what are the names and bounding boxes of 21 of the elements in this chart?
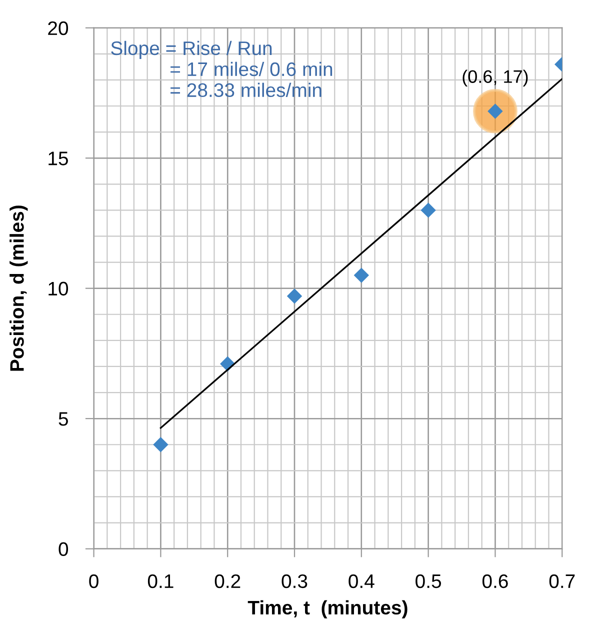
x-tick-label: 0.1 [148,574,174,588]
point [286,288,302,304]
y-axis-title: Position, d (miles) [10,206,28,371]
y-tick-label: 5 [58,412,68,426]
x-tick-label: 0.6 [482,574,508,588]
x-tick-label: 0 [89,574,98,588]
point [420,202,436,218]
x-tick-label: 0.5 [416,574,442,588]
x-tick-label: 0.2 [214,574,240,588]
y-tick-label: 15 [48,152,68,166]
annotation: Slope = Rise / Run = 17 miles/ 0.6 min = 28.33 miles/min [111,40,332,98]
x-tick-label: 0.3 [282,574,308,588]
y-tick-label: 0 [58,542,68,556]
annotation: (0.6, 17) [462,70,528,87]
y-tick-label: 20 [48,21,68,36]
x-axis-title: Time, t (minutes) [248,600,408,618]
x-tick-label: 0.7 [549,574,575,588]
point [153,437,168,452]
x-tick-label: 0.4 [348,574,374,588]
point [354,268,370,283]
y-tick-label: 10 [48,282,68,296]
